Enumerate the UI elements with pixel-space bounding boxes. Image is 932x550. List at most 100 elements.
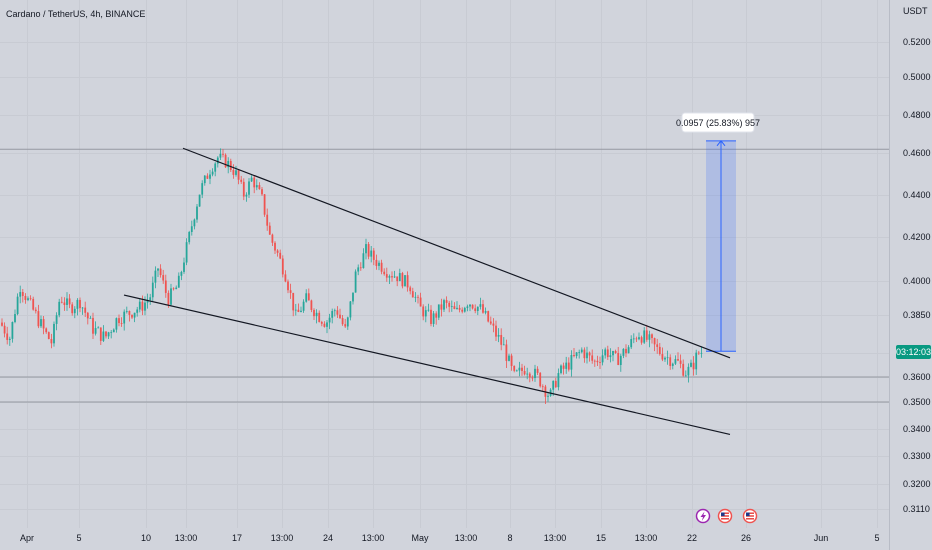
candle <box>73 306 76 319</box>
candle <box>185 238 188 266</box>
candle <box>526 367 529 380</box>
candle <box>154 266 157 289</box>
candle <box>411 287 414 298</box>
candle <box>6 326 9 345</box>
candle <box>310 299 313 313</box>
candle <box>666 350 669 365</box>
candle <box>8 336 11 346</box>
price-label: 0.3200 <box>903 479 931 489</box>
candle <box>505 339 508 368</box>
candle <box>326 320 328 334</box>
candle <box>336 306 339 318</box>
candle <box>401 271 404 289</box>
candle <box>469 303 471 312</box>
candle <box>245 192 248 202</box>
candle <box>271 233 274 246</box>
candle <box>414 292 417 303</box>
measure-tool[interactable]: 0.0957 (25.83%) 957 <box>676 112 760 352</box>
price-scale[interactable] <box>890 0 932 550</box>
candle <box>281 255 284 278</box>
candle <box>242 178 245 201</box>
time-label: 13:00 <box>455 533 478 543</box>
candle <box>690 359 692 368</box>
candle <box>458 304 461 313</box>
candle <box>593 359 596 367</box>
trendlines[interactable] <box>123 147 731 435</box>
candle <box>94 321 97 336</box>
current-price-badge <box>896 345 931 359</box>
candle <box>448 300 451 313</box>
us-flag-event-icon[interactable] <box>742 508 758 524</box>
candle <box>261 186 263 196</box>
time-label: 26 <box>741 533 751 543</box>
candle <box>547 392 549 402</box>
candle <box>463 306 466 313</box>
candle <box>76 298 79 316</box>
candle <box>367 242 370 260</box>
candle <box>320 320 323 327</box>
candle <box>118 314 120 327</box>
candle <box>567 357 570 372</box>
candle <box>172 287 175 291</box>
candle <box>313 308 315 320</box>
candle <box>86 311 89 325</box>
event-markers[interactable] <box>695 508 758 524</box>
candle <box>430 305 432 327</box>
candle <box>183 257 185 274</box>
candle <box>203 175 206 186</box>
candle <box>565 356 568 374</box>
currency-label: USDT <box>903 6 928 16</box>
candle <box>131 314 133 319</box>
time-axis[interactable]: Apr 5 10 13:00 17 13:00 24 13:00 May 13:00 8 13:00 1… <box>20 533 880 543</box>
candle <box>53 321 55 347</box>
candle <box>255 179 258 191</box>
time-label: May <box>411 533 429 543</box>
candle <box>222 149 224 158</box>
candle <box>32 296 35 311</box>
candle <box>383 268 386 276</box>
lightning-event-icon[interactable] <box>695 508 711 524</box>
candle <box>1 318 3 327</box>
candle <box>370 246 373 263</box>
candle <box>84 301 87 318</box>
candle <box>68 294 71 309</box>
candle <box>404 275 406 287</box>
candle <box>541 384 544 391</box>
time-label: 13:00 <box>175 533 198 543</box>
candle <box>71 302 74 316</box>
candle <box>393 270 396 279</box>
candle <box>198 194 201 207</box>
candle <box>378 260 380 271</box>
price-label: 0.5000 <box>903 72 931 82</box>
candle <box>339 308 341 319</box>
candle <box>625 344 627 358</box>
candle <box>518 361 521 377</box>
candle <box>349 300 352 321</box>
upper-trendline[interactable] <box>182 147 731 359</box>
candle <box>45 327 48 334</box>
candle <box>268 222 271 235</box>
candle <box>476 306 479 316</box>
candle <box>375 254 378 270</box>
candle <box>328 313 331 330</box>
candle <box>372 248 375 266</box>
time-label: 22 <box>687 533 697 543</box>
candle <box>305 289 308 303</box>
lower-trendline[interactable] <box>123 294 731 435</box>
candle <box>671 362 674 370</box>
time-label: 10 <box>141 533 151 543</box>
time-label: 13:00 <box>271 533 294 543</box>
candle <box>266 208 269 231</box>
candle <box>495 320 497 342</box>
price-label: 0.3850 <box>903 310 931 320</box>
candle <box>58 298 61 318</box>
candle <box>34 307 37 314</box>
candle <box>235 165 237 177</box>
candle <box>573 348 575 358</box>
candle <box>196 204 198 223</box>
candle <box>677 352 679 362</box>
us-flag-event-icon[interactable] <box>717 508 733 524</box>
candle <box>406 271 409 292</box>
candle <box>583 347 586 363</box>
